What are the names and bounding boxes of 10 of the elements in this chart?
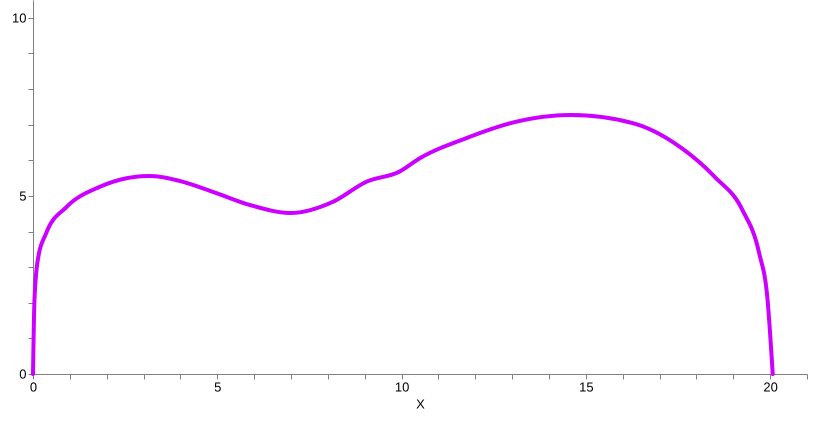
x-tick-label: 10 (394, 380, 410, 394)
x-tick-label: 20 (763, 380, 778, 394)
x-axis-title: X (416, 396, 426, 412)
x-tick-label: 0 (30, 380, 38, 394)
y-tick-label: 0 (19, 366, 26, 382)
y-tick-label: 5 (19, 188, 26, 204)
y-tick-label: 10 (12, 10, 26, 26)
line-series (31, 113, 775, 376)
x-tick-label: 5 (214, 380, 222, 394)
x-tick-label: 15 (579, 380, 594, 394)
